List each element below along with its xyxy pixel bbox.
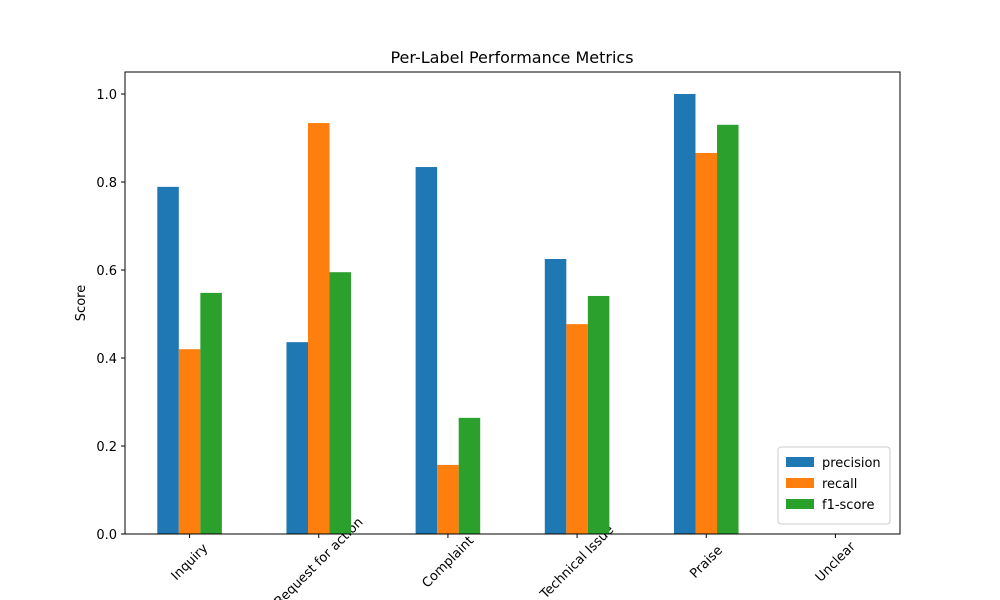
y-tick-label: 0.4 bbox=[96, 352, 117, 367]
bar bbox=[307, 123, 330, 534]
bar bbox=[286, 342, 308, 534]
bar bbox=[695, 152, 718, 534]
x-tick-label: Praise bbox=[687, 543, 725, 581]
bar bbox=[566, 324, 588, 534]
legend-label: recall bbox=[822, 477, 857, 492]
bar bbox=[587, 295, 610, 534]
y-tick-label: 0.6 bbox=[96, 264, 117, 279]
bar bbox=[415, 167, 438, 535]
bar bbox=[178, 349, 201, 534]
y-tick-label: 0.2 bbox=[96, 440, 117, 455]
x-tick-label: Unclear bbox=[813, 539, 859, 585]
y-tick-label: 0.8 bbox=[96, 176, 117, 191]
legend-label: precision bbox=[822, 456, 881, 471]
x-tick-label: Inquiry bbox=[169, 541, 212, 584]
plot-frame bbox=[124, 71, 901, 535]
legend-swatch bbox=[786, 478, 814, 488]
bar bbox=[458, 417, 481, 534]
legend-label: f1-score bbox=[822, 498, 874, 513]
bar bbox=[717, 124, 739, 535]
bar bbox=[157, 186, 179, 534]
chart-title: Per-Label Performance Metrics bbox=[390, 48, 633, 67]
bar bbox=[200, 292, 222, 534]
x-tick-label: Complaint bbox=[419, 534, 477, 592]
y-axis-label: Score bbox=[74, 285, 89, 321]
bar bbox=[437, 464, 459, 534]
bar bbox=[673, 94, 696, 534]
legend-swatch bbox=[786, 499, 814, 509]
y-tick-label: 0.0 bbox=[96, 528, 117, 543]
bar bbox=[329, 272, 352, 534]
legend-swatch bbox=[786, 457, 814, 467]
bar bbox=[544, 259, 567, 534]
y-tick-label: 1.0 bbox=[96, 88, 117, 103]
